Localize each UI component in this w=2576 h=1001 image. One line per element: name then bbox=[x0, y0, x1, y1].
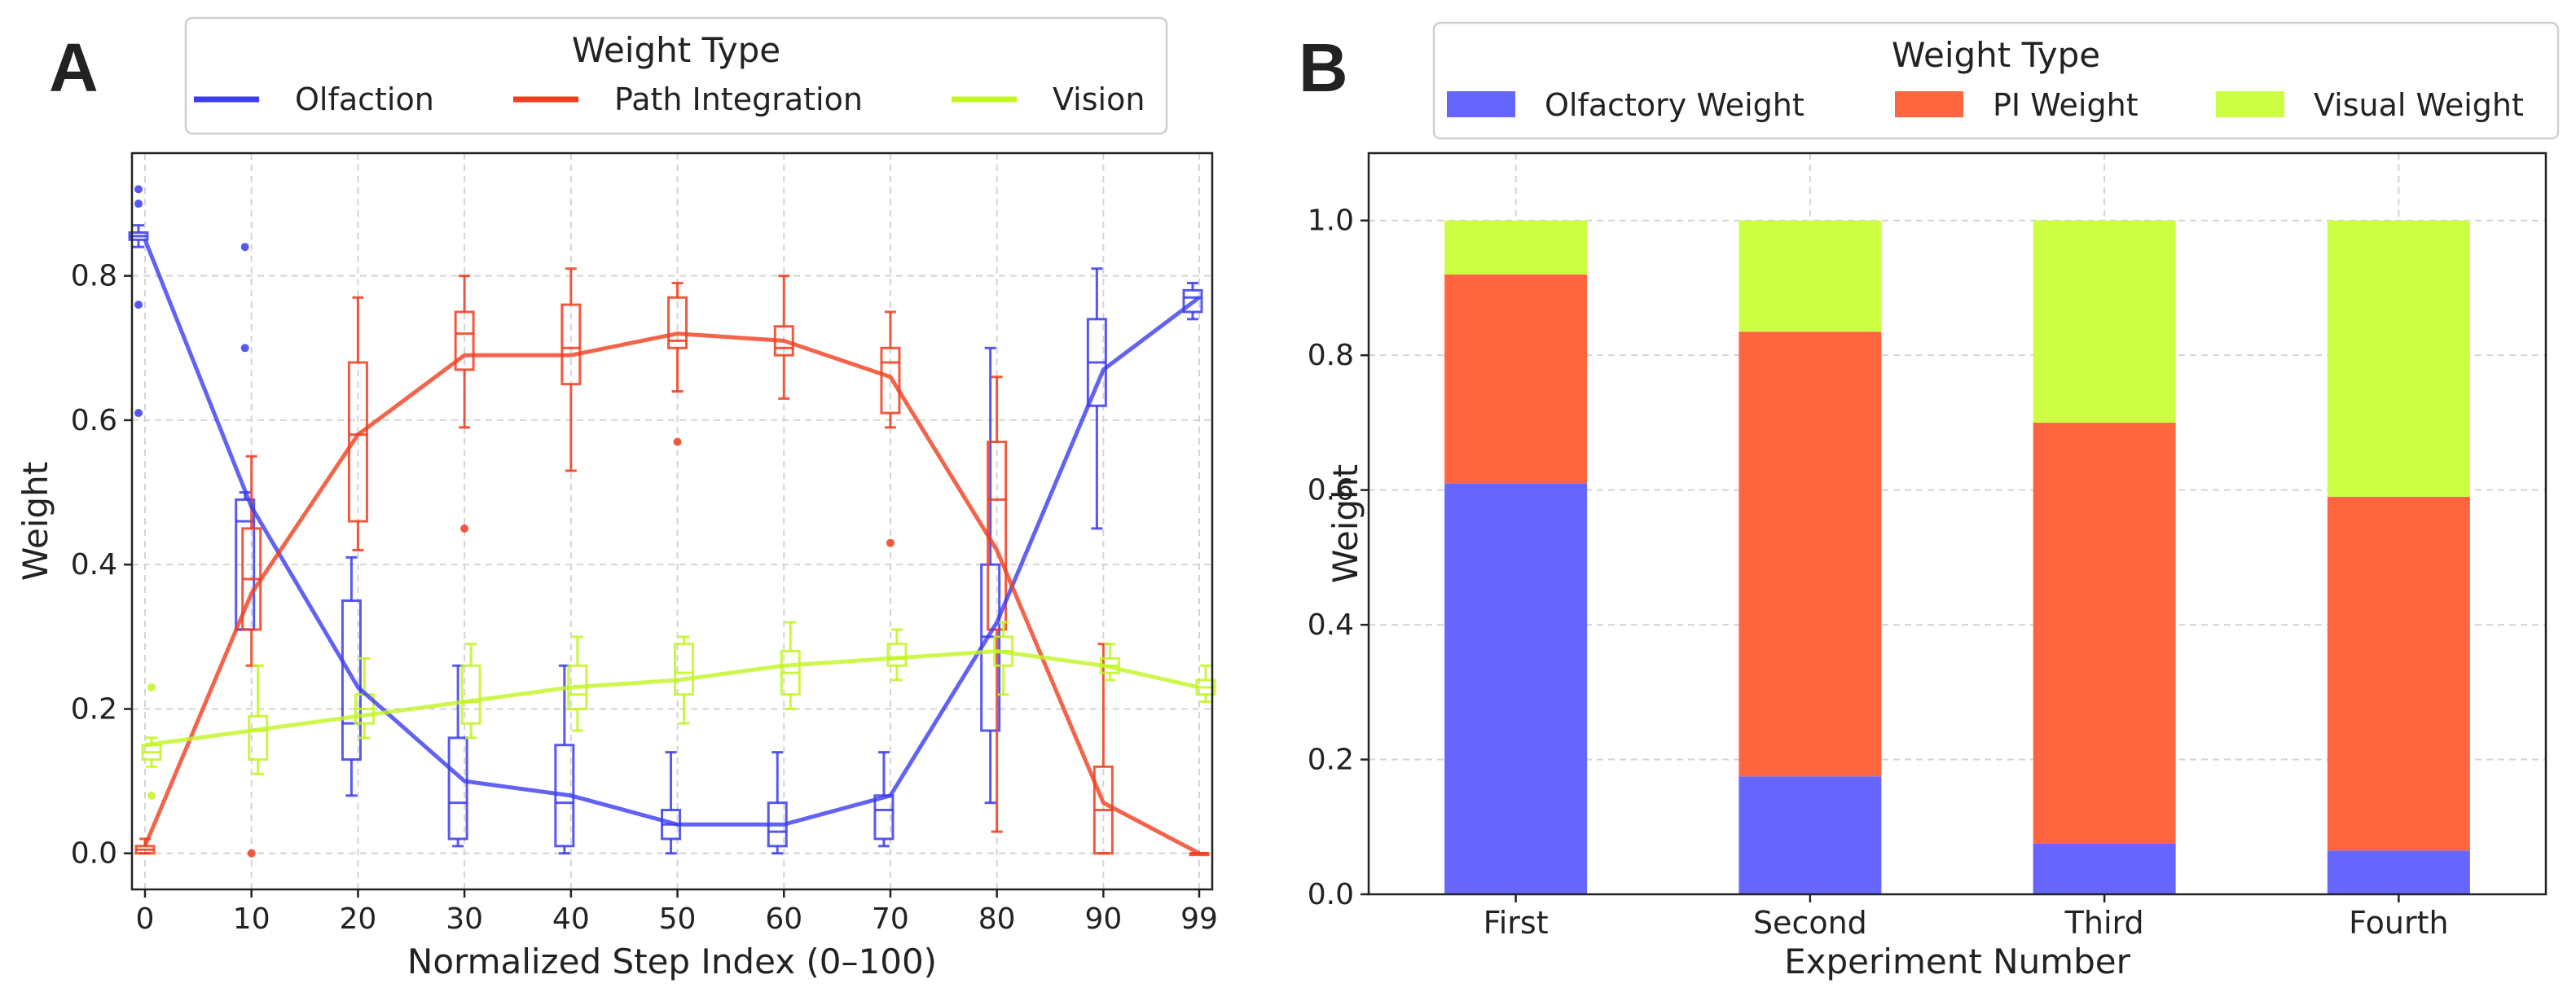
box bbox=[460, 664, 481, 725]
box-flier bbox=[134, 200, 143, 209]
bar-pi-weight bbox=[2033, 422, 2176, 844]
bar-pi-weight bbox=[1444, 274, 1588, 484]
box-flier bbox=[134, 301, 143, 310]
y-tick-label: 0.8 bbox=[71, 260, 117, 293]
box bbox=[447, 736, 468, 841]
box bbox=[454, 310, 475, 371]
legend-a: Weight Type Olfaction Path Integration Visi… bbox=[184, 16, 1168, 135]
box bbox=[674, 643, 695, 696]
panel-a: A 0.0 0.2 0.4 0.6 0.8 0 10 20 30 40 50 60 70 80 90 99 Nor… bbox=[15, 16, 1218, 981]
panel-b-letter: B bbox=[1299, 29, 1348, 106]
x-axis-label: Experiment Number bbox=[1784, 942, 2130, 981]
x-tick-label: Third bbox=[2064, 905, 2144, 941]
box-flier bbox=[460, 524, 469, 533]
box bbox=[1182, 288, 1203, 314]
x-tick-label: 0 bbox=[136, 902, 155, 936]
legend-label: Path Integration bbox=[614, 81, 863, 117]
bar-pi-weight bbox=[2327, 496, 2470, 851]
y-tick-label: 0.8 bbox=[1308, 339, 1354, 372]
plot-frame bbox=[1367, 151, 2547, 896]
box-series-olfaction bbox=[128, 185, 1203, 855]
legend-swatch bbox=[2216, 91, 2284, 117]
box-flier bbox=[240, 344, 249, 353]
x-tick-label: 30 bbox=[446, 902, 483, 936]
box bbox=[341, 599, 362, 761]
y-tick-label: 0.0 bbox=[1308, 878, 1354, 911]
legend-label: PI Weight bbox=[1993, 87, 2139, 123]
y-tick-label: 0.4 bbox=[1308, 608, 1354, 642]
legend-title: Weight Type bbox=[1892, 35, 2100, 75]
x-tick-label: 80 bbox=[978, 902, 1016, 936]
bar-visual-weight bbox=[2327, 220, 2470, 497]
box-series-vision bbox=[141, 621, 1216, 800]
x-tick-label: 20 bbox=[340, 902, 377, 936]
legend-label: Olfactory Weight bbox=[1545, 87, 1805, 123]
bar-visual-weight bbox=[1739, 220, 1882, 332]
bar-olfactory-weight bbox=[1444, 483, 1588, 894]
bar-visual-weight bbox=[2033, 220, 2176, 423]
x-axis-label: Normalized Step Index (0–100) bbox=[407, 942, 937, 981]
legend-label: Vision bbox=[1053, 81, 1145, 117]
x-tick-label: Fourth bbox=[2349, 905, 2448, 941]
box-flier bbox=[147, 791, 156, 800]
box-flier bbox=[247, 849, 256, 858]
panel-a-letter: A bbox=[49, 29, 99, 106]
bar-olfactory-weight bbox=[1739, 776, 1882, 894]
x-tick-label: Second bbox=[1753, 905, 1867, 941]
legend-b: Weight Type Olfactory Weight PI Weight Visu… bbox=[1432, 21, 2560, 140]
plot-frame bbox=[130, 151, 1214, 891]
legend-frame bbox=[184, 16, 1168, 135]
x-tick-label: 10 bbox=[233, 902, 270, 936]
panel-b: B 0.0 0.2 0.4 0.6 0.8 1.0 First Second Third Fourt… bbox=[1299, 21, 2560, 981]
line-vision bbox=[144, 649, 1200, 748]
legend-title: Weight Type bbox=[572, 30, 780, 70]
y-tick-label: 0.6 bbox=[1308, 474, 1354, 507]
box-flier bbox=[240, 243, 249, 252]
x-tick-label: 40 bbox=[552, 902, 590, 936]
box bbox=[880, 346, 901, 415]
bar-visual-weight bbox=[1444, 220, 1588, 274]
box-flier bbox=[673, 437, 682, 446]
y-tick-label: 0.6 bbox=[71, 404, 117, 437]
x-tick-label: First bbox=[1484, 905, 1549, 941]
y-tick-label: 0.4 bbox=[71, 548, 117, 582]
box bbox=[886, 643, 908, 667]
x-tick-label: 60 bbox=[765, 902, 802, 936]
bar-olfactory-weight bbox=[2327, 850, 2470, 894]
box-flier bbox=[886, 538, 895, 547]
x-tick-label: 50 bbox=[659, 902, 697, 936]
y-tick-label: 0.0 bbox=[71, 837, 117, 871]
y-tick-label: 0.2 bbox=[1308, 744, 1354, 777]
y-axis-label: Weight bbox=[1325, 464, 1365, 583]
box bbox=[560, 303, 582, 386]
line-path-integration bbox=[143, 331, 1201, 855]
legend-swatch bbox=[1447, 91, 1515, 117]
x-tick-label: 90 bbox=[1084, 902, 1122, 936]
y-tick-label: 1.0 bbox=[1308, 204, 1354, 238]
x-tick-label: 70 bbox=[872, 902, 909, 936]
y-axis-label: Weight bbox=[15, 462, 55, 581]
box bbox=[347, 361, 368, 523]
box-flier bbox=[147, 683, 156, 691]
box bbox=[667, 296, 688, 349]
legend-label: Olfaction bbox=[295, 81, 434, 117]
box-flier bbox=[134, 409, 143, 418]
legend-label: Visual Weight bbox=[2314, 87, 2524, 123]
box bbox=[248, 714, 269, 761]
x-tick-label: 99 bbox=[1180, 902, 1218, 936]
y-tick-label: 0.2 bbox=[71, 692, 117, 726]
bar-pi-weight bbox=[1739, 331, 1882, 777]
bar-olfactory-weight bbox=[2033, 843, 2176, 894]
line-olfaction bbox=[143, 239, 1201, 827]
legend-swatch bbox=[1895, 91, 1963, 117]
box-flier bbox=[134, 185, 143, 194]
